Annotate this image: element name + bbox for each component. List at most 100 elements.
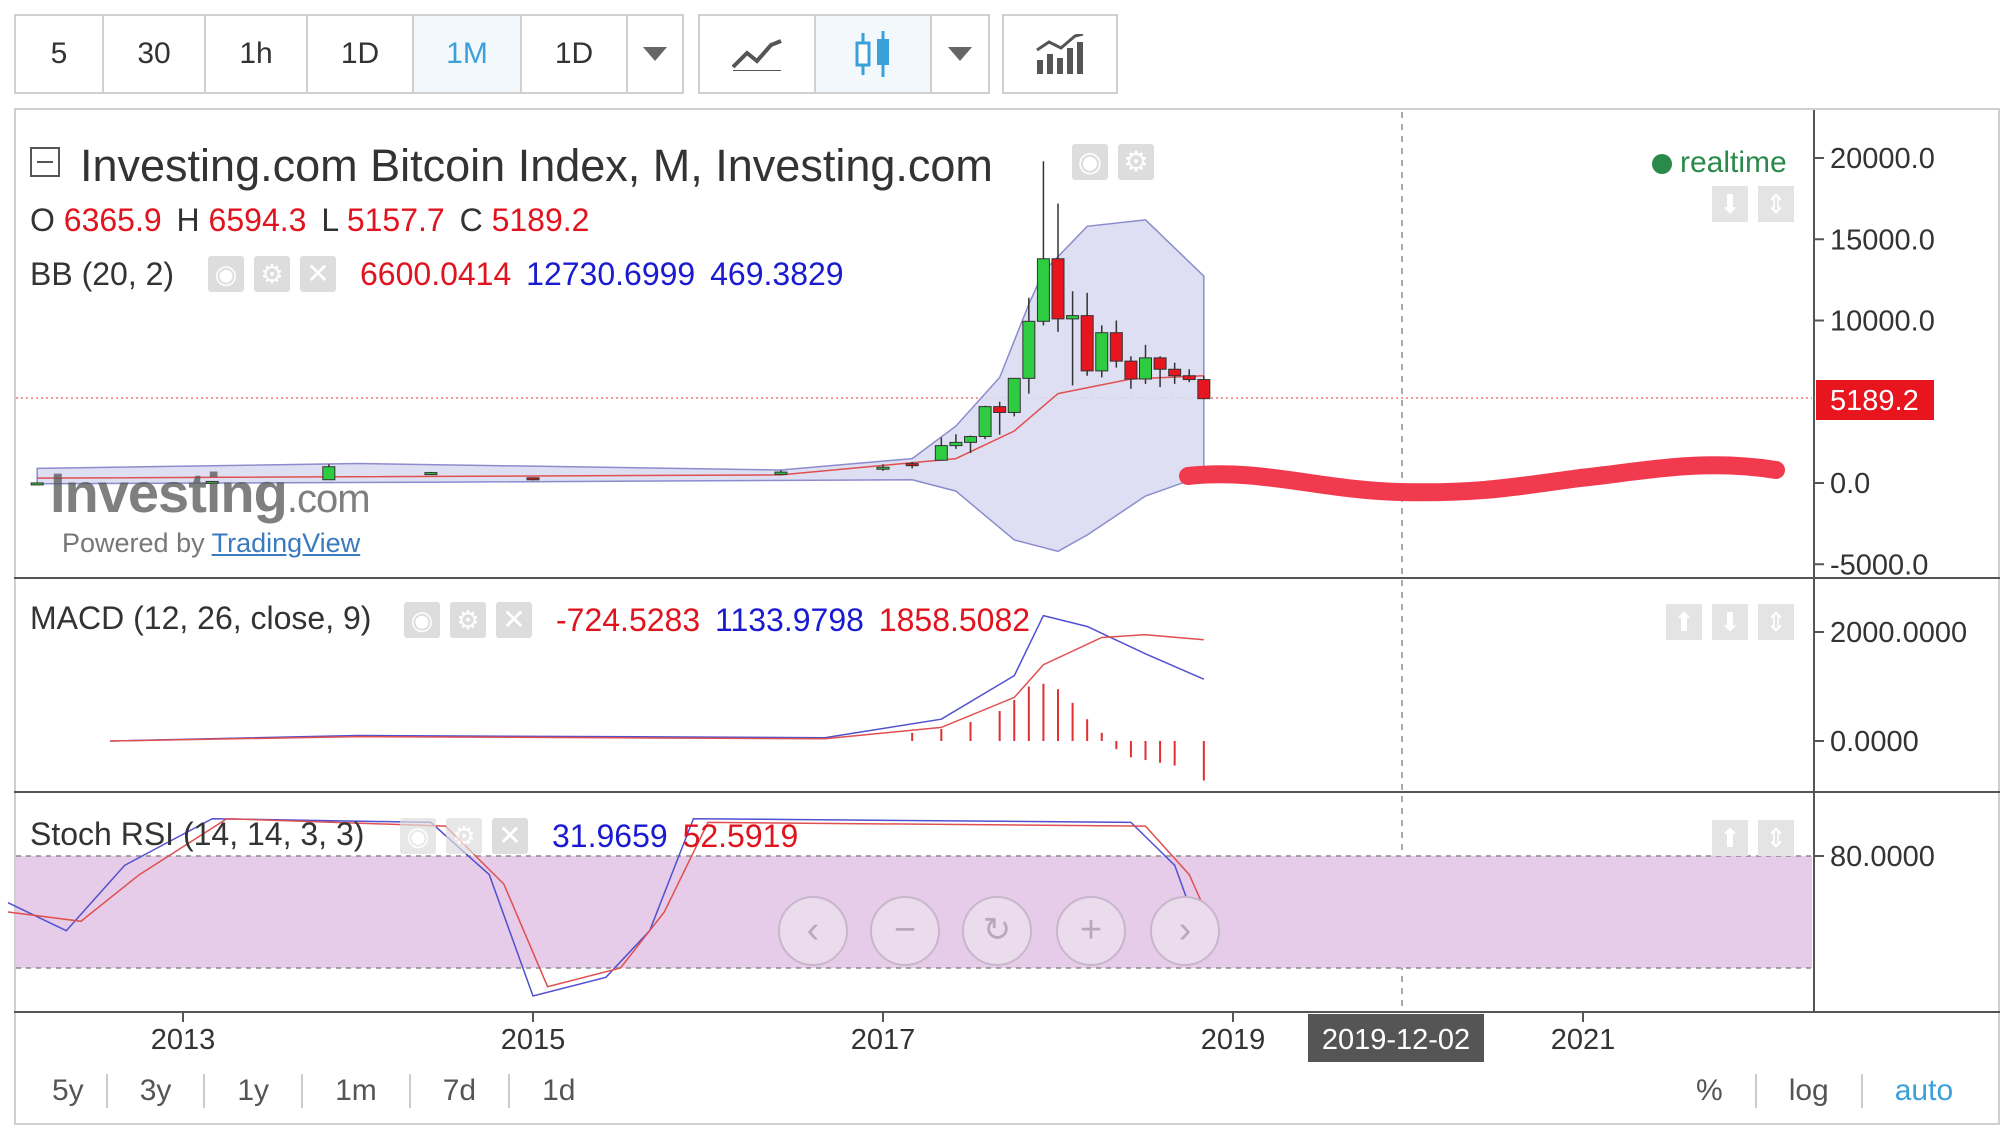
scroll-right-button[interactable]: › xyxy=(1150,896,1220,966)
candle xyxy=(905,463,919,467)
stoch-move-up-icon[interactable]: ⬆ xyxy=(1712,820,1748,856)
range-1m[interactable]: 1m xyxy=(303,1074,411,1108)
tradingview-link[interactable]: TradingView xyxy=(211,528,361,558)
candle xyxy=(1066,315,1080,320)
stoch-maximize-icon[interactable]: ⇕ xyxy=(1758,820,1794,856)
realtime-indicator: realtime xyxy=(1652,146,1787,180)
time-axis-label: 2021 xyxy=(1551,1024,1616,1056)
range-5y[interactable]: 5y xyxy=(30,1074,108,1108)
scale-bar: % log auto xyxy=(1664,1068,1953,1114)
chart-type-dropdown-button[interactable] xyxy=(930,14,990,94)
stoch-visibility-icon[interactable]: ◉ xyxy=(400,818,436,854)
candle xyxy=(322,466,336,481)
bb-visibility-icon[interactable]: ◉ xyxy=(208,256,244,292)
indicators-icon xyxy=(1036,34,1084,74)
maximize-pane-icon[interactable]: ⇕ xyxy=(1758,186,1794,222)
macd-legend: MACD (12, 26, close, 9) xyxy=(30,600,372,636)
log-scale-toggle[interactable]: log xyxy=(1757,1074,1863,1108)
macd-move-down-icon[interactable]: ⬇ xyxy=(1712,604,1748,640)
macd-visibility-icon[interactable]: ◉ xyxy=(404,602,440,638)
title-settings-icon[interactable]: ⚙ xyxy=(1118,144,1154,180)
interval-30-button[interactable]: 30 xyxy=(102,14,206,94)
price-axis-label: 15000.0 xyxy=(1830,224,1935,256)
candle xyxy=(1080,315,1094,372)
candles-icon xyxy=(855,31,889,77)
candle xyxy=(1153,357,1167,370)
interval-5-button[interactable]: 5 xyxy=(14,14,104,94)
time-axis-label: 2019 xyxy=(1201,1024,1266,1056)
chevron-down-icon xyxy=(643,47,667,61)
interval-1m-button[interactable]: 1M xyxy=(412,14,522,94)
macd-close-icon[interactable]: ✕ xyxy=(496,602,532,638)
crosshair-date-tag xyxy=(1308,1014,1484,1062)
bb-close-icon[interactable]: ✕ xyxy=(300,256,336,292)
candle xyxy=(876,466,890,470)
range-1y[interactable]: 1y xyxy=(205,1074,304,1108)
candle xyxy=(30,482,44,486)
scroll-left-button[interactable]: ‹ xyxy=(778,896,848,966)
stoch-close-icon[interactable]: ✕ xyxy=(492,818,528,854)
status-dot-icon xyxy=(1652,154,1672,174)
range-3y[interactable]: 3y xyxy=(108,1074,206,1108)
candle xyxy=(774,471,788,475)
stoch-values: 31.9659 52.5919 xyxy=(552,818,799,854)
chevron-down-icon xyxy=(948,47,972,61)
crosshair-date-label: 2019-12-02 xyxy=(1322,1024,1470,1056)
price-axis-label: -5000.0 xyxy=(1830,549,1928,581)
macd-line xyxy=(110,614,1205,742)
interval-1d-button[interactable]: 1D xyxy=(306,14,414,94)
candle xyxy=(934,445,948,461)
candle xyxy=(526,477,540,481)
last-price-label: 5189.2 xyxy=(1830,385,1919,417)
zoom-in-button[interactable]: + xyxy=(1056,896,1126,966)
stoch-axis-label: 80.0000 xyxy=(1830,841,1935,873)
investing-logo: Investing.com xyxy=(50,461,371,524)
range-7d[interactable]: 7d xyxy=(411,1074,511,1108)
stoch-legend: Stoch RSI (14, 14, 3, 3) xyxy=(30,816,365,852)
candle xyxy=(1022,320,1036,379)
candle xyxy=(1036,258,1050,322)
candle xyxy=(1109,332,1123,362)
candle xyxy=(1197,379,1211,400)
indicators-button[interactable] xyxy=(1002,14,1118,94)
price-axis-label: 10000.0 xyxy=(1830,306,1935,338)
candle xyxy=(1007,377,1021,413)
stoch-settings-icon[interactable]: ⚙ xyxy=(446,818,482,854)
reset-button[interactable]: ↻ xyxy=(962,896,1032,966)
minus-icon xyxy=(37,161,53,163)
bb-settings-icon[interactable]: ⚙ xyxy=(254,256,290,292)
zoom-out-button[interactable]: − xyxy=(870,896,940,966)
move-down-icon[interactable]: ⬇ xyxy=(1712,186,1748,222)
macd-axis-label: 2000.0000 xyxy=(1830,617,1967,649)
macd-settings-icon[interactable]: ⚙ xyxy=(450,602,486,638)
candle xyxy=(1124,360,1138,380)
candle xyxy=(1182,375,1196,381)
ohlc-readout: O 6365.9 H 6594.3 L 5157.7 C 5189.2 xyxy=(30,202,590,238)
macd-signal-line xyxy=(110,633,1204,742)
interval-1h-button[interactable]: 1h xyxy=(204,14,308,94)
candle xyxy=(964,436,977,443)
candle xyxy=(205,480,219,484)
candle xyxy=(1051,258,1065,320)
percent-scale-toggle[interactable]: % xyxy=(1664,1074,1757,1108)
title-visibility-icon[interactable]: ◉ xyxy=(1072,144,1108,180)
line-chart-button[interactable] xyxy=(698,14,816,94)
interval-dropdown-button[interactable] xyxy=(626,14,684,94)
line-chart-icon xyxy=(731,39,782,71)
candle xyxy=(1168,368,1182,377)
time-axis-label: 2015 xyxy=(501,1024,566,1056)
candles-chart-button[interactable] xyxy=(814,14,932,94)
range-1d[interactable]: 1d xyxy=(542,1074,576,1107)
collapse-legend-button[interactable] xyxy=(30,147,60,177)
last-price-tag xyxy=(1816,380,1934,420)
macd-values: -724.5283 1133.9798 1858.5082 xyxy=(556,602,1031,638)
candle xyxy=(1095,332,1109,372)
auto-scale-toggle[interactable]: auto xyxy=(1894,1074,1954,1107)
macd-axis-label: 0.0000 xyxy=(1830,726,1919,758)
macd-move-up-icon[interactable]: ⬆ xyxy=(1666,604,1702,640)
macd-maximize-icon[interactable]: ⇕ xyxy=(1758,604,1794,640)
range-bar: 5y 3y 1y 1m 7d 1d xyxy=(30,1068,608,1114)
stoch-k-line xyxy=(7,817,1205,997)
bb-values: 6600.0414 12730.6999 469.3829 xyxy=(360,256,844,292)
